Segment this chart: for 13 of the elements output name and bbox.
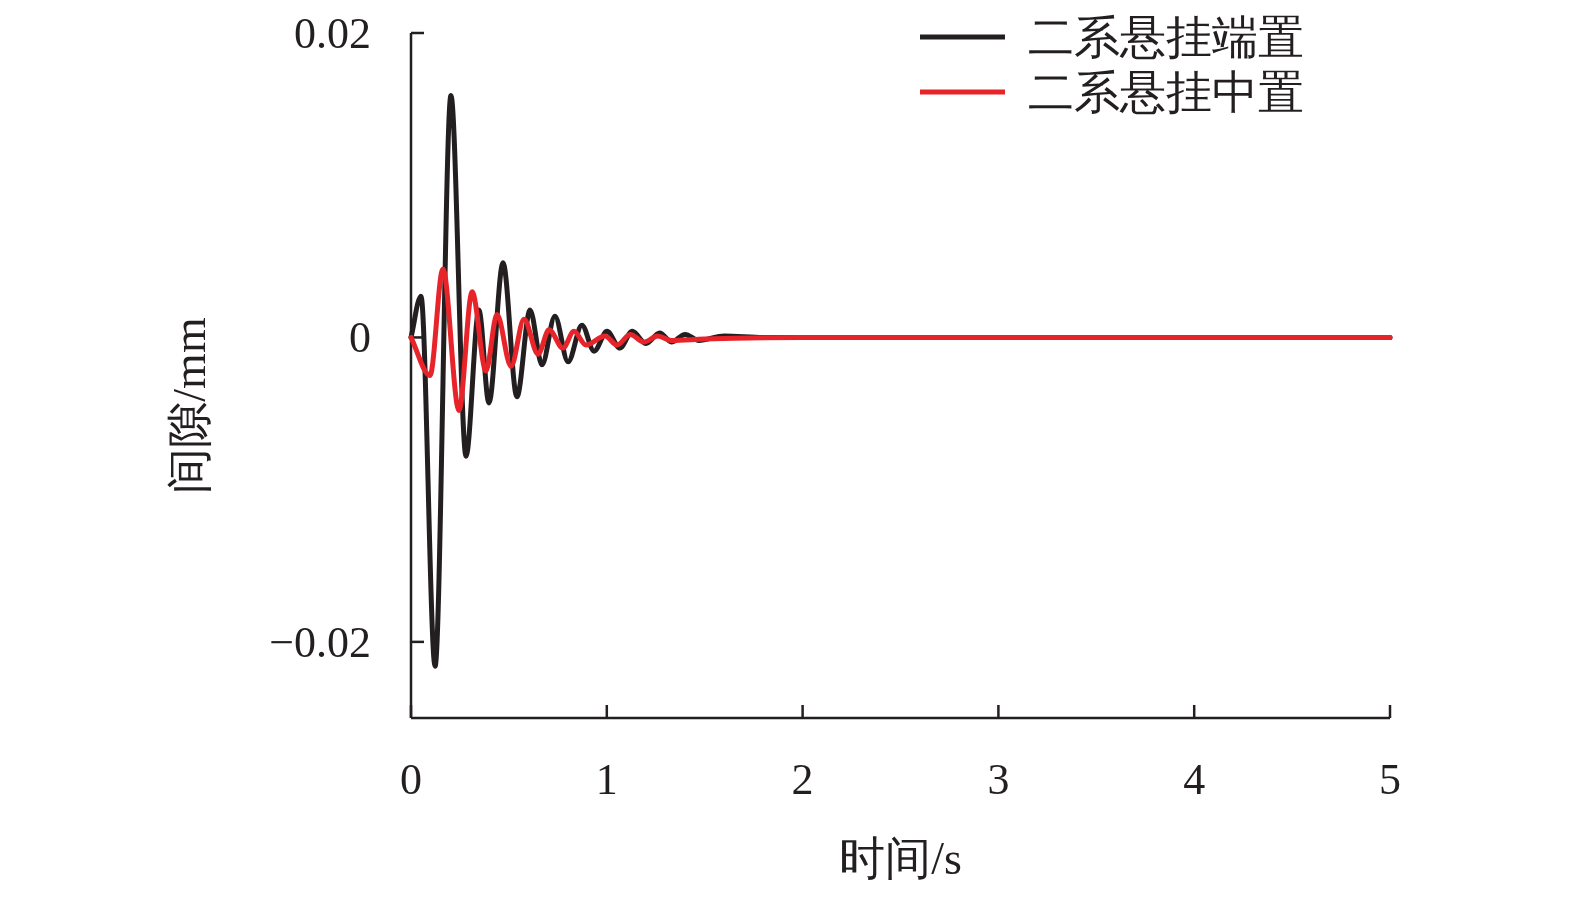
y-axis-title: 间隙/mm [164,317,215,494]
x-tick-label: 0 [400,755,422,804]
y-tick-label: 0.02 [294,9,371,58]
x-tick-label: 1 [595,755,618,804]
y-tick-label: −0.02 [269,617,371,667]
x-axis-title: 时间/s [839,833,962,884]
x-tick-label: 4 [1183,755,1206,804]
x-tick-label: 3 [987,755,1010,804]
x-tick-label: 5 [1379,755,1401,804]
y-tick-label: 0 [349,313,371,363]
legend-label: 二系悬挂中置 [1028,67,1304,118]
x-tick-label: 2 [791,755,814,804]
legend-label: 二系悬挂端置 [1028,12,1304,63]
